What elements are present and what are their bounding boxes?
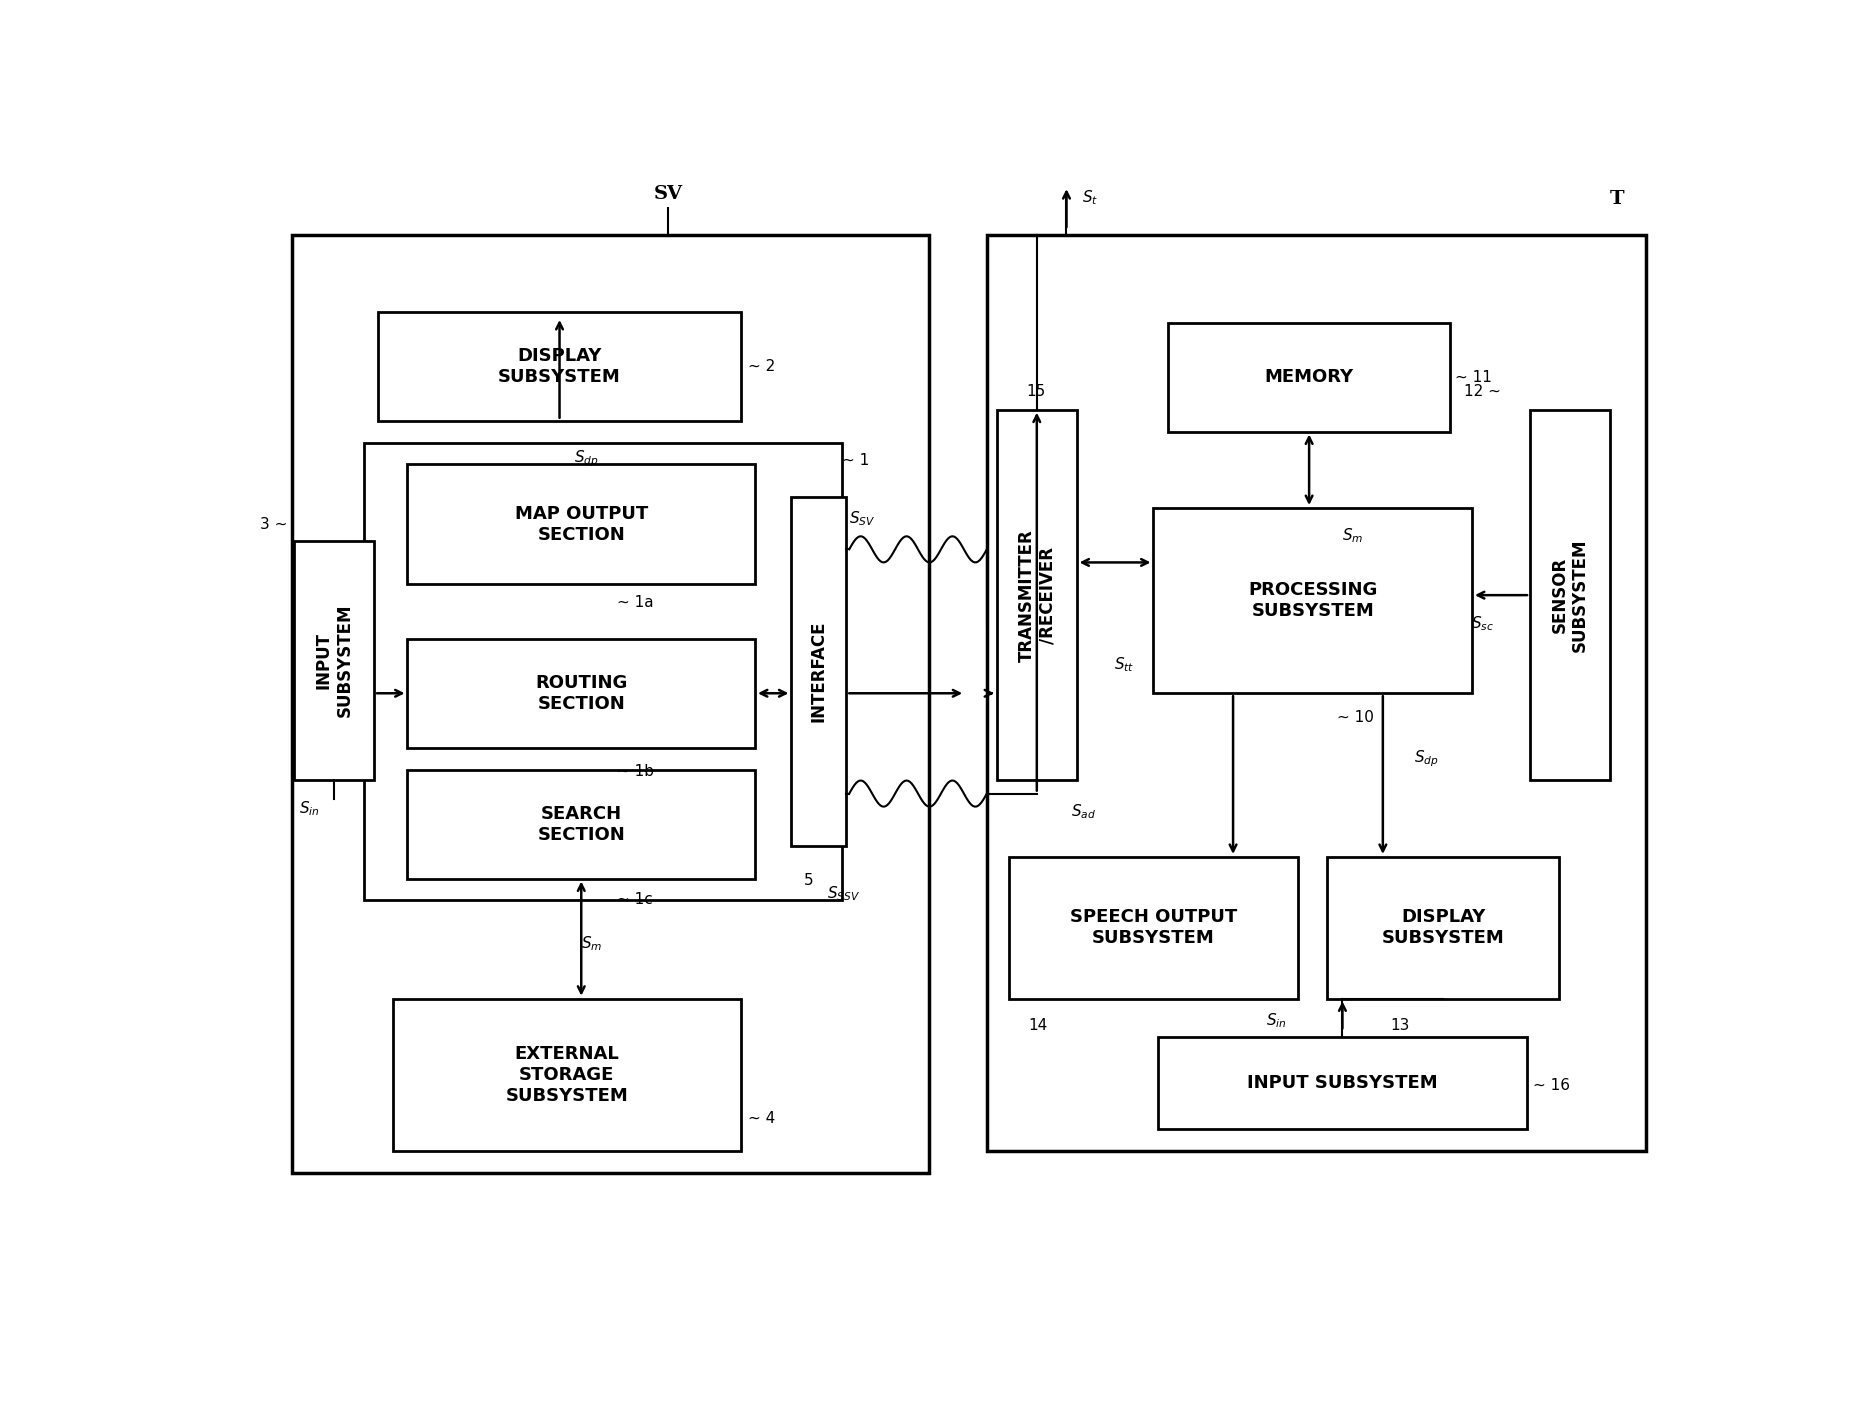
Text: $S_{SSV}$: $S_{SSV}$ — [828, 884, 860, 903]
Text: TRANSMITTER
/RECEIVER: TRANSMITTER /RECEIVER — [1017, 528, 1056, 661]
Bar — [1009, 857, 1299, 998]
Text: MEMORY: MEMORY — [1265, 368, 1353, 387]
Text: 5: 5 — [804, 874, 813, 888]
Text: $S_{in}$: $S_{in}$ — [299, 799, 320, 817]
Text: ~ 1a: ~ 1a — [617, 595, 654, 610]
Text: ~ 11: ~ 11 — [1454, 370, 1491, 385]
Bar — [1157, 1037, 1527, 1130]
Text: ~ 16: ~ 16 — [1533, 1079, 1570, 1093]
Bar — [1153, 508, 1473, 694]
Text: $S_{dp}$: $S_{dp}$ — [1415, 749, 1439, 769]
Text: ROUTING
SECTION: ROUTING SECTION — [535, 674, 628, 712]
Text: ~ 10: ~ 10 — [1338, 709, 1374, 725]
Text: $S_m$: $S_m$ — [1342, 525, 1363, 545]
Text: SPEECH OUTPUT
SUBSYSTEM: SPEECH OUTPUT SUBSYSTEM — [1069, 908, 1237, 947]
Text: DISPLAY
SUBSYSTEM: DISPLAY SUBSYSTEM — [499, 347, 621, 385]
Text: SV: SV — [654, 184, 682, 202]
Bar — [295, 541, 374, 780]
Text: $S_t$: $S_t$ — [1082, 188, 1099, 207]
Text: ~ 4: ~ 4 — [748, 1112, 776, 1126]
Text: ~ 1c: ~ 1c — [617, 892, 654, 906]
Bar — [392, 998, 740, 1151]
Text: ~ 1b: ~ 1b — [617, 765, 654, 779]
Text: DISPLAY
SUBSYSTEM: DISPLAY SUBSYSTEM — [1381, 908, 1505, 947]
Text: 13: 13 — [1391, 1018, 1409, 1034]
Bar — [996, 409, 1077, 780]
Text: $S_{dp}$: $S_{dp}$ — [574, 447, 598, 469]
Text: SEARCH
SECTION: SEARCH SECTION — [538, 804, 624, 844]
Text: MAP OUTPUT
SECTION: MAP OUTPUT SECTION — [514, 506, 649, 544]
Text: 14: 14 — [1028, 1018, 1047, 1034]
Text: INPUT SUBSYSTEM: INPUT SUBSYSTEM — [1247, 1075, 1437, 1092]
Text: 15: 15 — [1026, 384, 1045, 399]
Bar — [791, 497, 847, 845]
Bar — [1168, 323, 1450, 432]
Text: $S_{ad}$: $S_{ad}$ — [1071, 803, 1095, 821]
Bar — [407, 639, 755, 748]
Text: $S_{SV}$: $S_{SV}$ — [849, 510, 875, 528]
Text: 12 ~: 12 ~ — [1463, 384, 1501, 399]
Bar — [1327, 857, 1559, 998]
Text: $S_m$: $S_m$ — [581, 935, 602, 953]
Bar — [407, 464, 755, 585]
Text: $S_{sc}$: $S_{sc}$ — [1471, 615, 1493, 633]
Bar — [1531, 409, 1609, 780]
Bar — [364, 443, 843, 901]
Text: INTERFACE: INTERFACE — [809, 620, 828, 722]
Text: ~ 2: ~ 2 — [748, 358, 776, 374]
Text: PROCESSING
SUBSYSTEM: PROCESSING SUBSYSTEM — [1248, 581, 1377, 620]
Text: $S_{in}$: $S_{in}$ — [1265, 1011, 1288, 1031]
Text: INPUT
SUBSYSTEM: INPUT SUBSYSTEM — [314, 603, 353, 718]
Text: $S_{tt}$: $S_{tt}$ — [1114, 656, 1134, 674]
Bar — [292, 235, 929, 1172]
Bar — [987, 235, 1647, 1151]
Text: 3 ~: 3 ~ — [260, 517, 288, 532]
Text: ~ 1: ~ 1 — [841, 453, 869, 469]
Text: SENSOR
SUBSYSTEM: SENSOR SUBSYSTEM — [1551, 538, 1589, 651]
Text: T: T — [1609, 190, 1624, 208]
Bar — [379, 312, 740, 421]
Text: EXTERNAL
STORAGE
SUBSYSTEM: EXTERNAL STORAGE SUBSYSTEM — [505, 1045, 628, 1104]
Bar — [407, 770, 755, 878]
